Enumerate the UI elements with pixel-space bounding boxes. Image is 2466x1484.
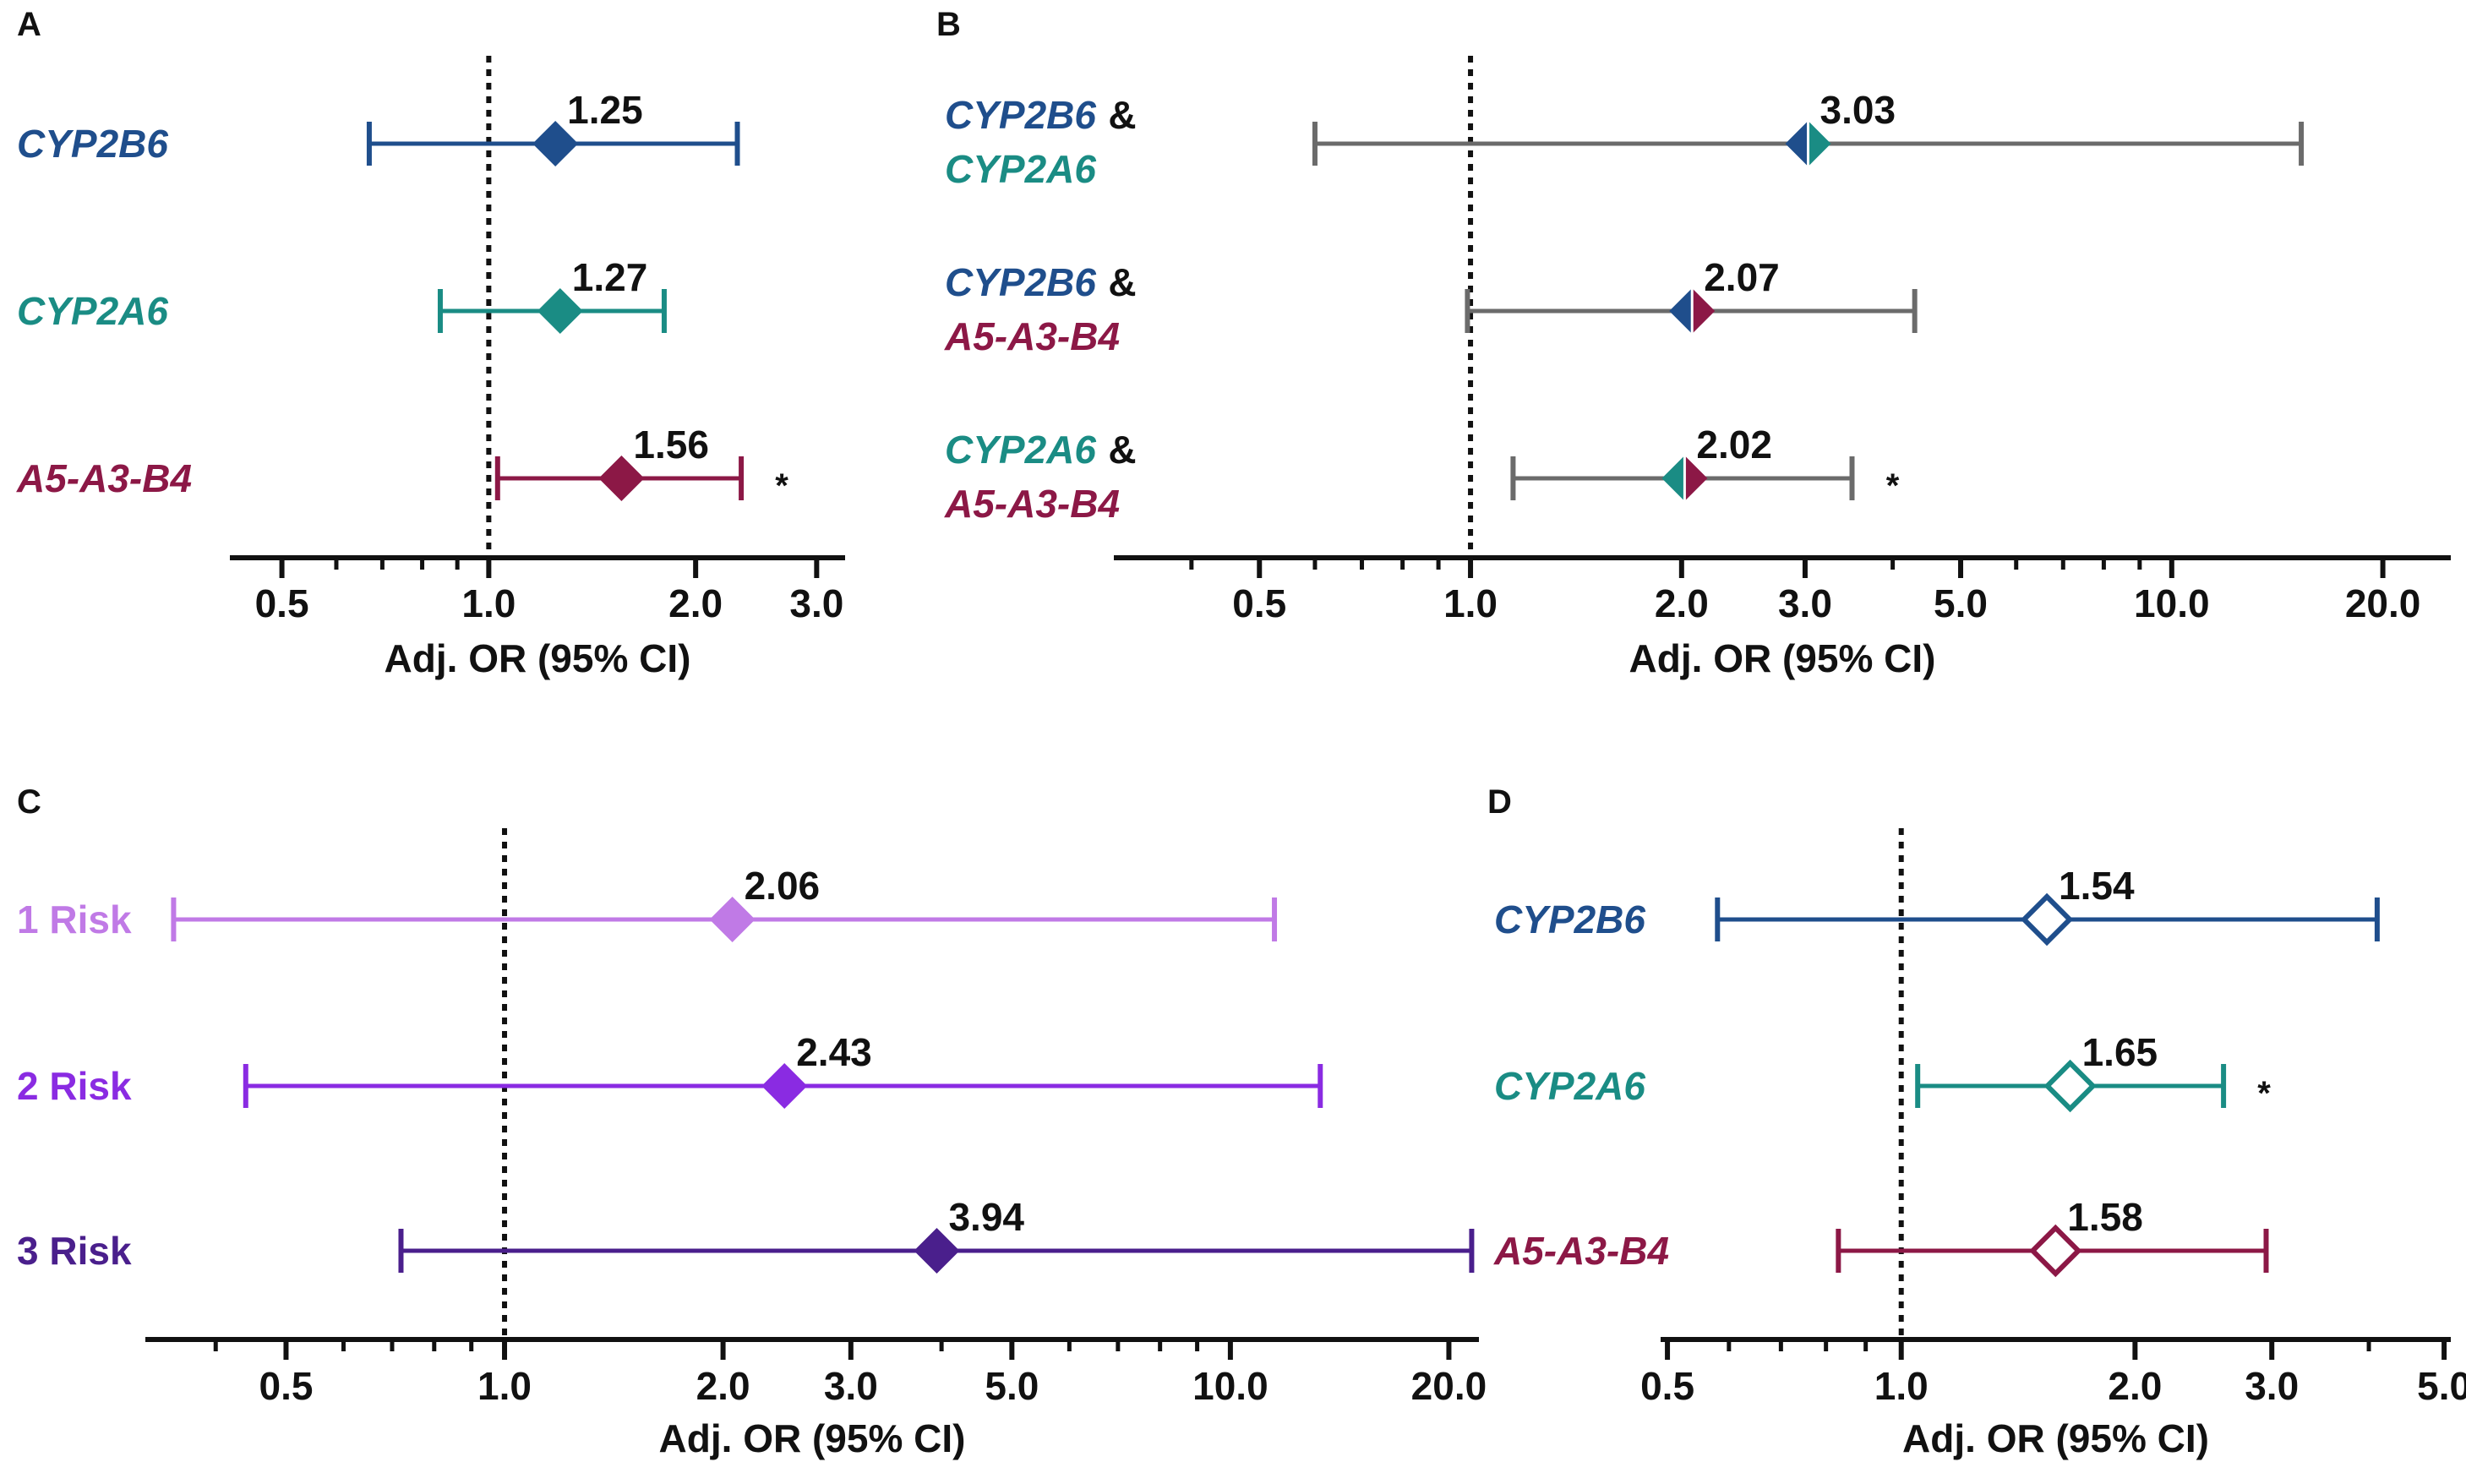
or-marker (598, 456, 645, 501)
panel-letter: C (17, 783, 41, 821)
row-label: A5-A3-B4 (16, 456, 192, 500)
panel-letter: D (1487, 783, 1512, 821)
row-label-first: CYP2A6 (945, 428, 1096, 472)
forest-row: 1.58 A5-A3-B4 (1493, 1195, 2269, 1278)
or-value-label: 1.65 (2082, 1030, 2158, 1074)
or-value-label: 1.25 (567, 88, 643, 132)
forest-row: 1.27 CYP2A6 (17, 255, 667, 334)
or-value-label: 2.06 (745, 864, 821, 908)
forest-row: 1.25 CYP2B6 (17, 88, 740, 166)
row-label-connector: & (1108, 93, 1136, 137)
x-tick-label: 2.0 (696, 1364, 750, 1408)
forest-row: 1.65 * CYP2A6 (1494, 1030, 2271, 1113)
row-label-first: CYP2B6 (945, 93, 1096, 137)
or-marker (914, 1228, 960, 1274)
or-marker-left-half (1669, 288, 1693, 334)
panel-b: B 0.5 1.0 2.0 3.0 5.0 10.0 20.0 Adj. OR (95% CI)… (936, 6, 2451, 680)
x-tick-label: 1.0 (1443, 581, 1498, 625)
x-tick-label: 20.0 (2345, 581, 2421, 625)
or-value-label: 3.03 (1820, 88, 1896, 132)
x-tick-label: 2.0 (2108, 1364, 2162, 1408)
or-marker-left-half (1661, 456, 1685, 501)
or-marker (2020, 892, 2074, 947)
row-label: CYP2A6 (1494, 1064, 1645, 1108)
x-tick-label: 3.0 (2245, 1364, 2299, 1408)
or-value-label: 1.56 (633, 423, 709, 466)
x-axis-title: Adj. OR (95% CI) (1902, 1416, 2209, 1460)
forest-row: 3.03 CYP2B6 &CYP2A6 (945, 88, 2305, 191)
x-tick-label: 2.0 (1655, 581, 1709, 625)
or-value-label: 1.54 (2059, 864, 2135, 908)
significance-marker: * (1886, 467, 1900, 505)
x-tick-label: 0.5 (1640, 1364, 1694, 1408)
x-tick-label: 0.5 (1232, 581, 1286, 625)
or-value-label: 2.02 (1696, 423, 1772, 466)
row-label: CYP2B6 (17, 122, 168, 166)
or-marker (761, 1063, 808, 1109)
x-tick-label: 0.5 (255, 581, 309, 625)
x-tick-label: 2.0 (668, 581, 723, 625)
or-marker-right-half (1808, 121, 1831, 166)
or-value-label: 3.94 (948, 1195, 1024, 1239)
x-tick-label: 5.0 (985, 1364, 1039, 1408)
or-marker-right-half (1684, 456, 1708, 501)
x-tick-label: 10.0 (1192, 1364, 1268, 1408)
row-label: 3 Risk (17, 1229, 132, 1273)
x-tick-label: 10.0 (2134, 581, 2210, 625)
row-label: CYP2A6 (17, 289, 168, 333)
row-label-second: A5-A3-B4 (944, 314, 1120, 358)
panel-letter: B (936, 6, 961, 43)
row-label: 1 Risk (17, 897, 132, 941)
forest-row: 2.02 * CYP2A6 & A5-A3-B4 (944, 423, 1900, 526)
x-tick-label: 3.0 (1778, 581, 1832, 625)
x-tick-label: 1.0 (1874, 1364, 1929, 1408)
x-axis-title: Adj. OR (95% CI) (385, 636, 691, 680)
row-label-connector: & (1108, 260, 1136, 304)
row-label: A5-A3-B4 (1493, 1229, 1669, 1273)
or-marker-left-half (1785, 121, 1809, 166)
x-tick-label: 0.5 (259, 1364, 313, 1408)
panel-c: C 0.5 1.0 2.0 3.0 5.0 10.0 20.0 Adj. OR (95% CI)… (17, 783, 1487, 1460)
row-label-second: CYP2A6 (945, 147, 1096, 191)
x-tick-label: 1.0 (477, 1364, 532, 1408)
significance-marker: * (775, 467, 788, 505)
forest-row: 2.07 CYP2B6 & A5-A3-B4 (944, 255, 1918, 358)
x-tick-label: 20.0 (1411, 1364, 1487, 1408)
row-label: 2 Risk (17, 1064, 132, 1108)
or-marker (2043, 1059, 2097, 1113)
x-tick-label: 1.0 (461, 581, 516, 625)
significance-marker: * (2257, 1075, 2271, 1112)
panel-letter: A (17, 6, 41, 43)
or-value-label: 1.27 (572, 255, 648, 299)
row-label-first: CYP2B6 (945, 260, 1096, 304)
x-tick-label: 3.0 (789, 581, 843, 625)
x-tick-label: 5.0 (2417, 1364, 2466, 1408)
forest-row: 1.56 * A5-A3-B4 (16, 423, 788, 505)
forest-row: 3.94 3 Risk (17, 1195, 1475, 1274)
forest-row: 2.43 2 Risk (17, 1030, 1323, 1109)
or-marker (537, 288, 583, 334)
forest-row: 1.54 CYP2B6 (1494, 864, 2380, 947)
or-value-label: 1.58 (2067, 1195, 2143, 1239)
x-tick-label: 5.0 (1934, 581, 1988, 625)
or-marker-right-half (1692, 288, 1716, 334)
x-axis-title: Adj. OR (95% CI) (1629, 636, 1936, 680)
or-value-label: 2.43 (796, 1030, 872, 1074)
x-axis-title: Adj. OR (95% CI) (659, 1416, 966, 1460)
row-label: CYP2B6 (1494, 897, 1645, 941)
or-value-label: 2.07 (1704, 255, 1780, 299)
x-tick-label: 3.0 (824, 1364, 878, 1408)
row-label-second: A5-A3-B4 (944, 482, 1120, 526)
forest-row: 2.06 1 Risk (17, 864, 1278, 942)
or-marker (532, 121, 579, 166)
panel-d: D 0.5 1.0 2.0 3.0 5.0 Adj. OR (95% CI) 1.54 CYP2… (1487, 783, 2466, 1460)
row-label-connector: & (1108, 428, 1136, 472)
or-marker (709, 897, 756, 942)
or-marker (2029, 1224, 2082, 1278)
